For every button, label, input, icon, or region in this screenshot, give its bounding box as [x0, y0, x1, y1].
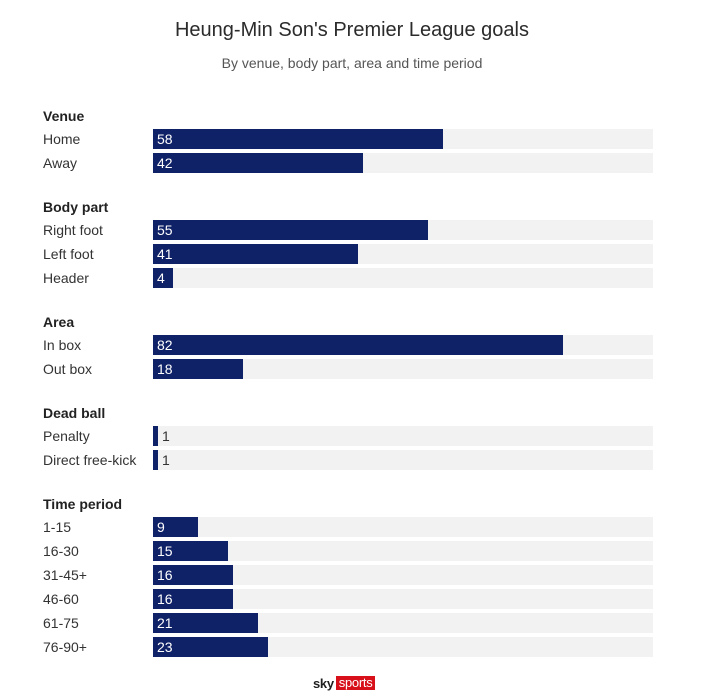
bar	[153, 613, 258, 633]
bar	[153, 153, 363, 173]
value-label: 23	[157, 639, 173, 655]
group-title: Area	[43, 314, 74, 330]
row-label: Home	[43, 131, 81, 147]
bar-track	[153, 450, 653, 470]
row-label: Right foot	[43, 222, 103, 238]
value-label: 16	[157, 591, 173, 607]
bar-track	[153, 541, 653, 561]
bar	[153, 450, 158, 470]
bar	[153, 268, 173, 288]
row-label: Direct free-kick	[43, 452, 137, 468]
bar-chart: Venue Home 58 Away 42 Body part Right foot 55 Le…	[43, 108, 653, 657]
bar	[153, 244, 358, 264]
value-label: 42	[157, 155, 173, 171]
logo-sky-text: sky	[313, 675, 334, 691]
value-label: 41	[157, 246, 173, 262]
row-label: 46-60	[43, 591, 79, 607]
row-label: 76-90+	[43, 639, 87, 655]
value-label: 9	[157, 519, 165, 535]
bar	[153, 541, 228, 561]
value-label: 1	[162, 452, 170, 468]
group-title: Venue	[43, 108, 84, 124]
chart-subtitle: By venue, body part, area and time perio…	[221, 55, 483, 71]
row-label: 31-45+	[43, 567, 87, 583]
bar	[153, 335, 563, 355]
bar	[153, 517, 198, 537]
bar	[153, 637, 268, 657]
row-label: 16-30	[43, 543, 79, 559]
bar	[153, 565, 233, 585]
row-label: Left foot	[43, 246, 94, 262]
bar-track	[153, 613, 653, 633]
row-label: Header	[43, 270, 89, 286]
bar-track	[153, 426, 653, 446]
value-label: 55	[157, 222, 173, 238]
value-label: 16	[157, 567, 173, 583]
row-label: Penalty	[43, 428, 90, 444]
bar-track	[153, 517, 653, 537]
row-label: 1-15	[43, 519, 71, 535]
value-label: 18	[157, 361, 173, 377]
sky-sports-logo: sky sports	[313, 675, 376, 691]
bar-track	[153, 637, 653, 657]
row-label: Away	[43, 155, 77, 171]
group-title: Dead ball	[43, 405, 105, 421]
chart-title: Heung-Min Son's Premier League goals	[174, 19, 529, 41]
bar	[153, 129, 443, 149]
row-label: Out box	[43, 361, 92, 377]
value-label: 82	[157, 337, 173, 353]
bar-track	[153, 268, 653, 288]
bar	[153, 589, 233, 609]
group-title: Time period	[43, 496, 122, 512]
logo-sports-text: sports	[335, 676, 376, 690]
bar-track	[153, 359, 653, 379]
value-label: 4	[157, 270, 165, 286]
row-label: In box	[43, 337, 81, 353]
bar	[153, 359, 243, 379]
bar-track	[153, 589, 653, 609]
value-label: 58	[157, 131, 173, 147]
value-label: 21	[157, 615, 173, 631]
bar	[153, 426, 158, 446]
bar-track	[153, 565, 653, 585]
value-label: 1	[162, 428, 170, 444]
bar	[153, 220, 428, 240]
group-title: Body part	[43, 199, 109, 215]
row-label: 61-75	[43, 615, 79, 631]
value-label: 15	[157, 543, 173, 559]
